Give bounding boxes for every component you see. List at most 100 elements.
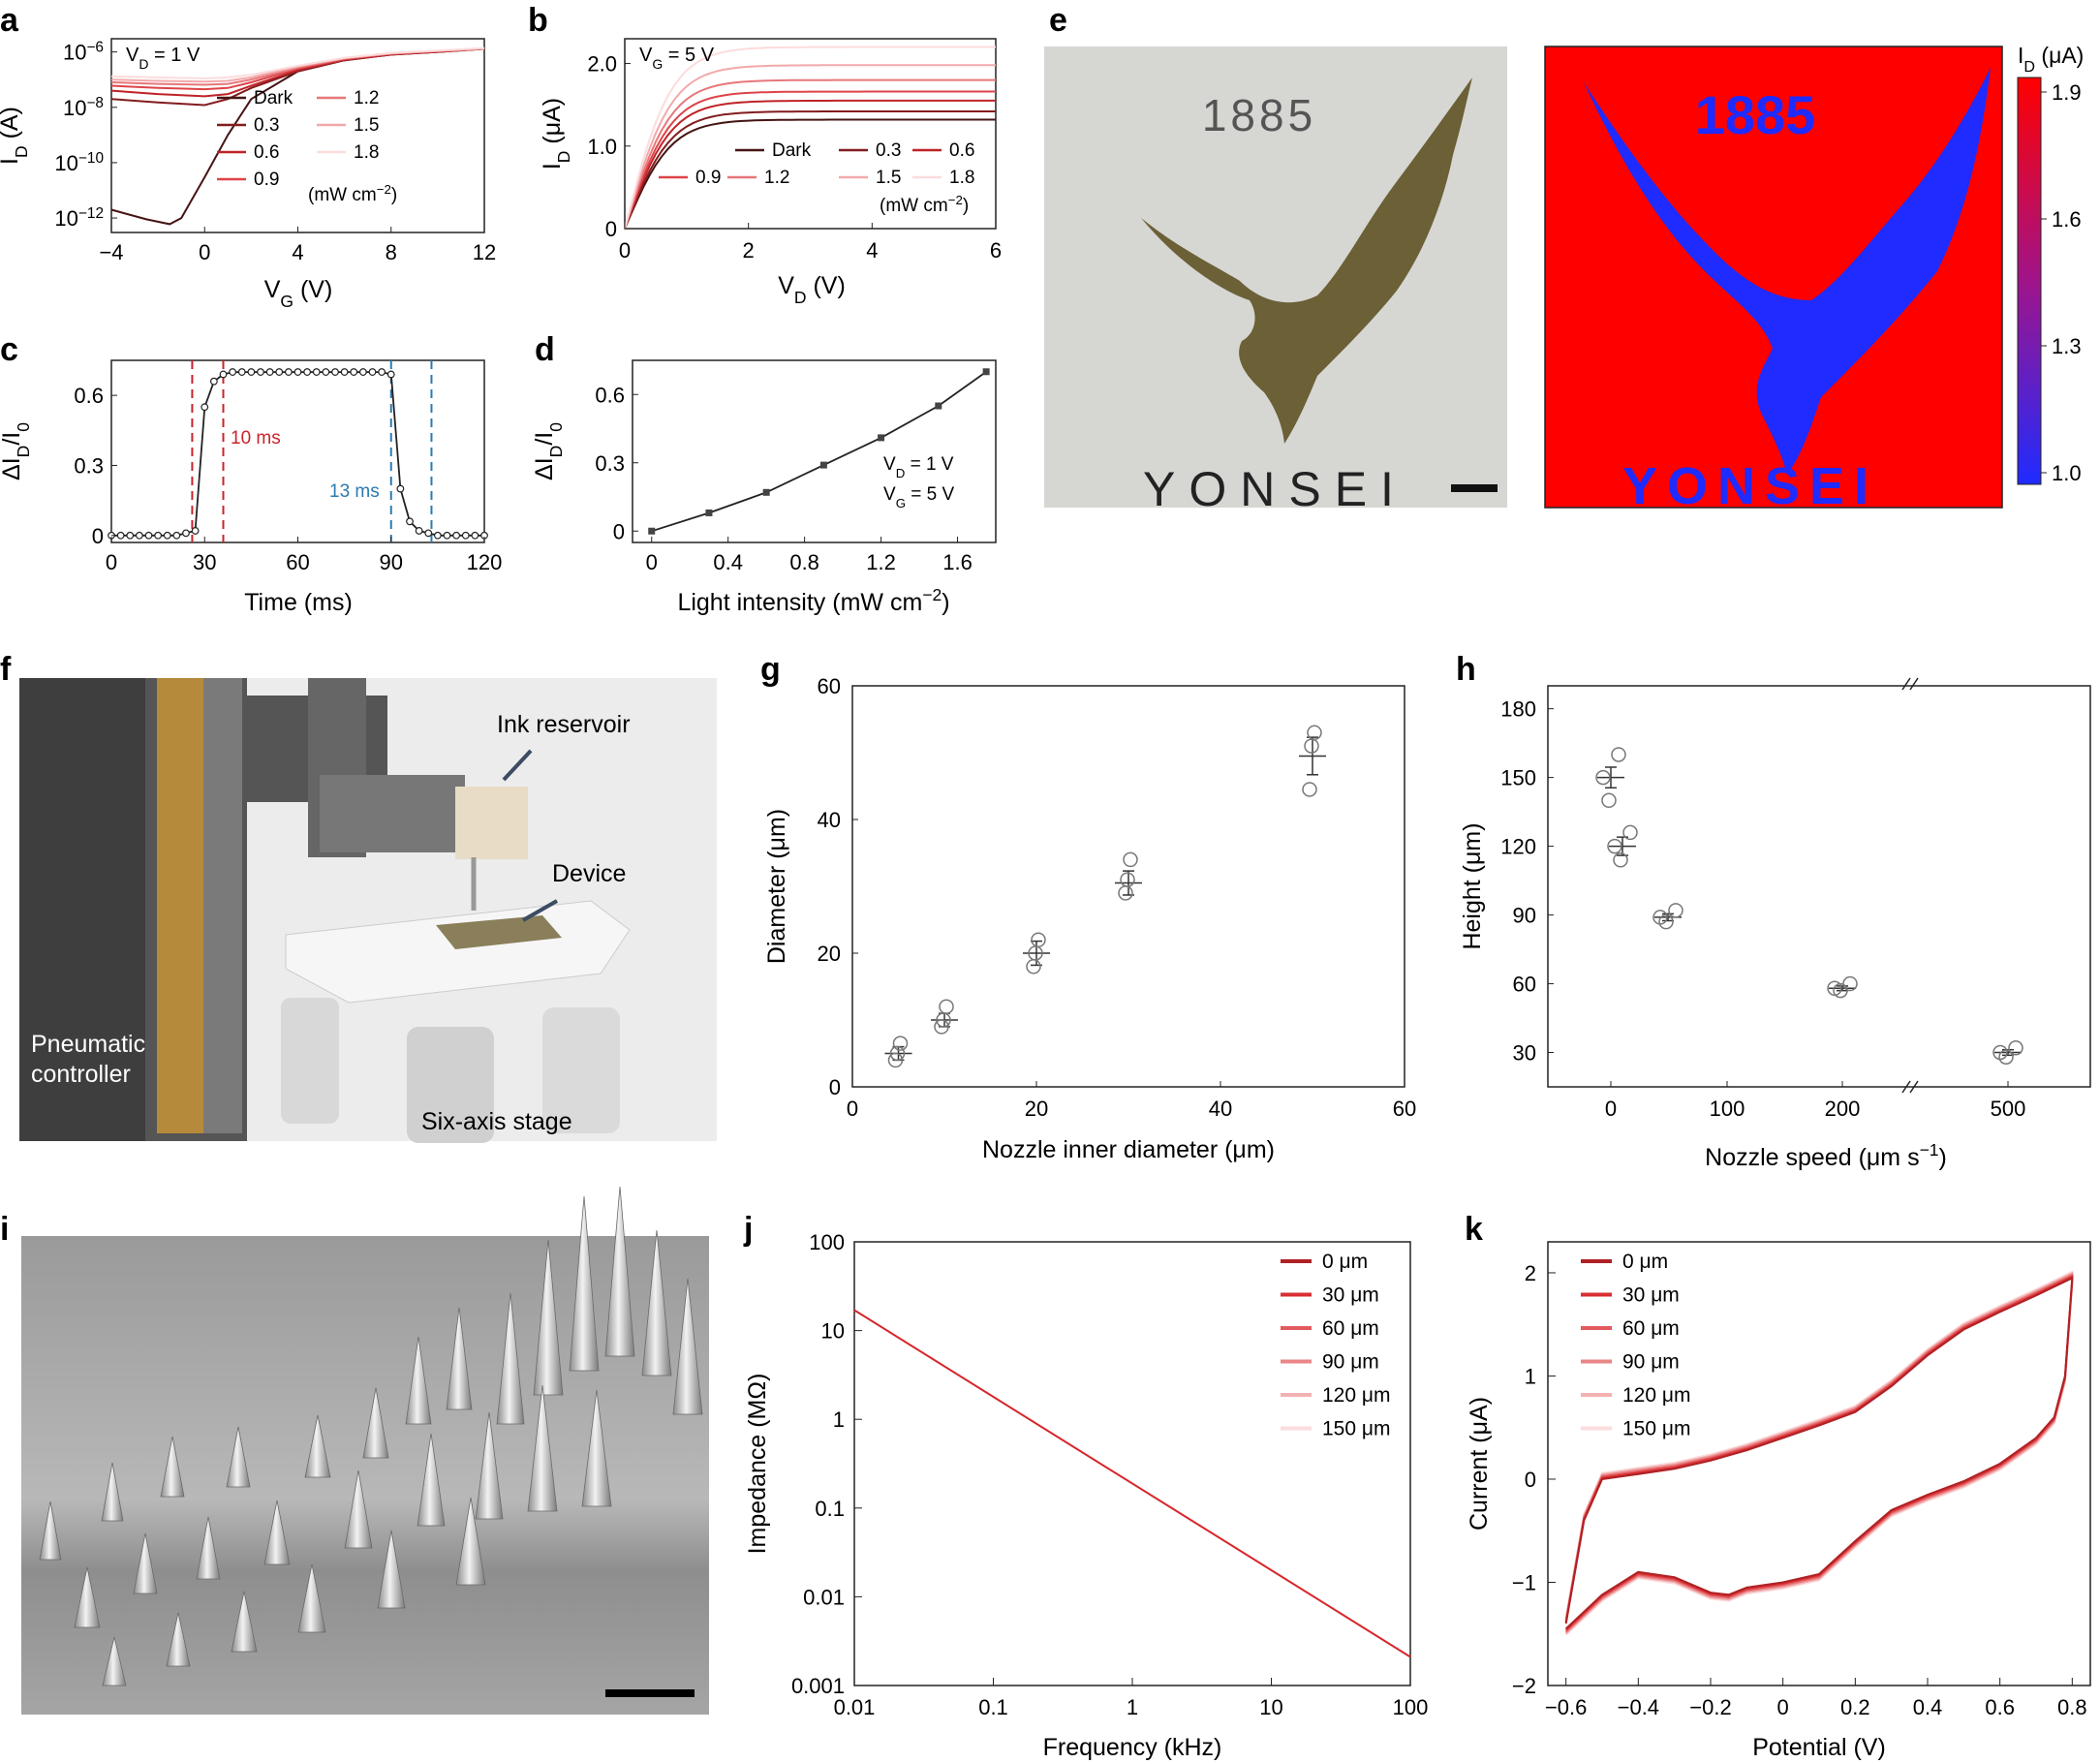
panel-b-legend-label: 1.2 — [764, 168, 789, 188]
panel-d-xtick-label: 1.6 — [942, 550, 973, 574]
panel-letter-f: f — [0, 651, 12, 688]
panel-b-legend-label: 1.5 — [876, 168, 901, 188]
panel-k-legend-label: 90 μm — [1622, 1351, 1680, 1374]
microneedle — [231, 1591, 258, 1653]
panel-k-ytick-label: 0 — [1525, 1468, 1536, 1492]
panel-j-legend-label: 150 μm — [1322, 1418, 1390, 1440]
panel-j-ytick-label: 0.01 — [803, 1585, 845, 1609]
panel-h-ytick-label: 150 — [1500, 766, 1536, 790]
panel-c-point — [265, 368, 274, 376]
microneedle — [455, 1497, 486, 1586]
panel-b-output-curves: VG = 5 V 0 2 4 6 0 1.0 2.0 VD (V) ID (μA) Dark… — [539, 38, 1002, 307]
panel-b-legend-unit: (mW cm−2) — [880, 193, 969, 217]
panel-letter-j: j — [743, 1211, 753, 1248]
panel-k-xtick-label: 0.2 — [1840, 1695, 1870, 1719]
panel-h-ytick-label: 120 — [1500, 835, 1536, 859]
panel-c-fall-label: 13 ms — [329, 481, 380, 502]
panel-h-point — [1595, 769, 1611, 786]
panel-j-frame — [853, 1241, 1411, 1686]
panel-c-xtick-label: 60 — [286, 550, 309, 574]
panel-g-point — [1120, 872, 1135, 887]
panel-j-line — [853, 1309, 1411, 1658]
panel-letter-g: g — [760, 651, 781, 688]
panel-d-point — [762, 488, 770, 496]
panel-h-point — [1652, 910, 1668, 925]
microneedle — [74, 1566, 101, 1628]
panel-j-xtick-label: 100 — [1393, 1695, 1429, 1719]
eagle-silhouette-photo — [1141, 77, 1472, 444]
panel-k-xtick-label: −0.6 — [1545, 1695, 1587, 1719]
panel-d-intensity: VD = 1 V VG = 5 V 0 0.4 0.8 1.2 1.6 0 0.3 0.6 L… — [531, 359, 997, 616]
panel-h-xtick-label: 100 — [1710, 1097, 1745, 1121]
panel-k-legend-label: 120 μm — [1622, 1384, 1690, 1407]
microneedle — [196, 1516, 221, 1580]
colorbar-label: ID (μA) — [2018, 43, 2084, 76]
panel-j-ytick-label: 0.001 — [791, 1674, 845, 1698]
panel-a-ylabel: ID (A) — [0, 107, 31, 165]
label-pneumatic: Pneumatic — [31, 1031, 145, 1058]
panel-c-point — [172, 531, 181, 540]
panel-c-point — [378, 368, 386, 376]
microneedle — [417, 1433, 446, 1527]
panel-b-legend-label: Dark — [772, 140, 812, 161]
microneedle — [569, 1195, 600, 1372]
panel-c-point — [471, 531, 479, 540]
panel-d-xtick-label: 1.2 — [866, 550, 896, 574]
panel-g-point — [1026, 959, 1041, 974]
microneedle — [297, 1563, 326, 1633]
microneedle — [604, 1186, 635, 1357]
panel-g-point — [1118, 885, 1133, 901]
panel-b-series-1 — [624, 110, 996, 230]
panel-h-ticks: 0 100 200 500 30 60 90 120 150 180 — [1500, 697, 2025, 1121]
panel-k-xlabel: Potential (V) — [1752, 1734, 1886, 1761]
microneedle — [527, 1384, 558, 1512]
stage-leg-1 — [281, 998, 339, 1124]
panel-k-frame — [1547, 1241, 2091, 1686]
panel-c-point — [191, 527, 200, 535]
panel-c-point — [144, 531, 153, 540]
panel-letter-d: d — [535, 331, 555, 368]
microneedle — [362, 1387, 389, 1459]
panel-j-legend-label: 120 μm — [1322, 1384, 1390, 1407]
panel-b-xlabel: VD (V) — [778, 272, 846, 307]
panel-a-legend-label: 1.5 — [354, 115, 379, 136]
panel-a-legend-label: 0.6 — [254, 142, 279, 163]
panel-a-ticks: −4 0 4 8 12 10−6 10−8 10−10 10−12 — [54, 39, 496, 264]
panel-c-point — [293, 368, 302, 376]
map-year-text: 1885 — [1695, 84, 1816, 145]
panel-h-xtick-label: 0 — [1605, 1097, 1617, 1121]
panel-a-legend-label: 1.8 — [354, 142, 379, 163]
panel-a-legend-label: Dark — [254, 88, 293, 108]
panel-k-ticks: −0.6 −0.4 −0.2 0 0.2 0.4 0.6 0.8 2 1 0 −1 −2 — [1512, 1261, 2087, 1719]
panel-a-legend-label: 0.9 — [254, 170, 279, 190]
panel-d-xtick-label: 0 — [646, 550, 658, 574]
panel-a-transfer-curves: VD = 1 V −4 0 4 8 12 10−6 10−8 10−10 10−12 VG (V… — [0, 38, 496, 311]
panel-a-series-group — [110, 46, 485, 226]
panel-k-xtick-label: 0.8 — [2057, 1695, 2087, 1719]
panel-a-ytick-label: 10−6 — [63, 39, 104, 65]
microneedle — [39, 1500, 62, 1561]
panel-c-point — [275, 368, 284, 376]
label-controller: controller — [31, 1061, 131, 1088]
panel-b-series-2 — [624, 99, 996, 230]
microneedle — [304, 1414, 331, 1478]
panel-k-xtick-label: −0.2 — [1689, 1695, 1731, 1719]
panel-h-point — [1992, 1044, 2008, 1061]
panel-j-legend-label: 60 μm — [1322, 1317, 1379, 1340]
panel-b-legend: Dark 0.3 0.6 0.9 1.2 1.5 1.8 (mW cm−2) — [659, 140, 974, 216]
panel-c-ytick-label: 0.6 — [74, 384, 104, 408]
panel-c-point — [219, 370, 228, 379]
microneedle — [672, 1278, 703, 1415]
panel-d-ylabel: ΔID/I0 — [531, 422, 566, 480]
microneedle — [101, 1462, 124, 1522]
ink-arrow — [502, 749, 533, 782]
panel-b-ylabel: ID (μA) — [539, 98, 573, 170]
panel-k-xtick-label: −0.4 — [1618, 1695, 1659, 1719]
panel-c-rise-label: 10 ms — [231, 428, 281, 448]
panel-k-xtick-label: 0.4 — [1913, 1695, 1943, 1719]
panel-a-xlabel: VG (V) — [264, 276, 333, 311]
colorbar — [2017, 77, 2042, 485]
panel-c-xtick-label: 30 — [193, 550, 216, 574]
